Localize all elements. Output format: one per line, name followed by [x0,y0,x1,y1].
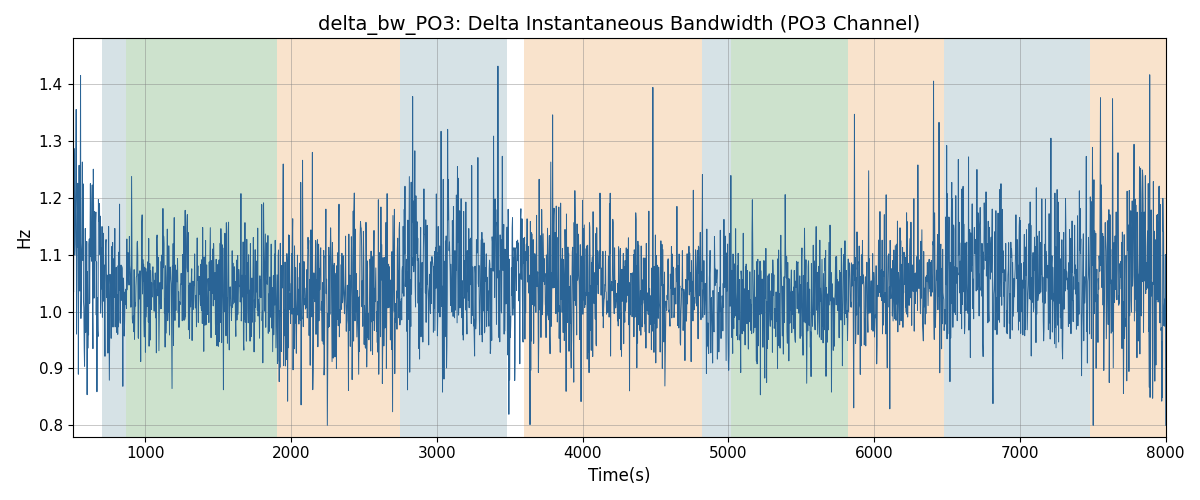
Bar [102,38,126,436]
Bar [276,38,401,436]
Bar [944,38,1090,436]
Bar [401,38,506,436]
Bar [848,38,944,436]
X-axis label: Time(s): Time(s) [588,467,650,485]
Bar [524,38,702,436]
Title: delta_bw_PO3: Delta Instantaneous Bandwidth (PO3 Channel): delta_bw_PO3: Delta Instantaneous Bandwi… [318,15,920,35]
Bar [731,38,848,436]
Bar [126,38,276,436]
Y-axis label: Hz: Hz [14,227,32,248]
Bar [702,38,731,436]
Bar [1090,38,1181,436]
